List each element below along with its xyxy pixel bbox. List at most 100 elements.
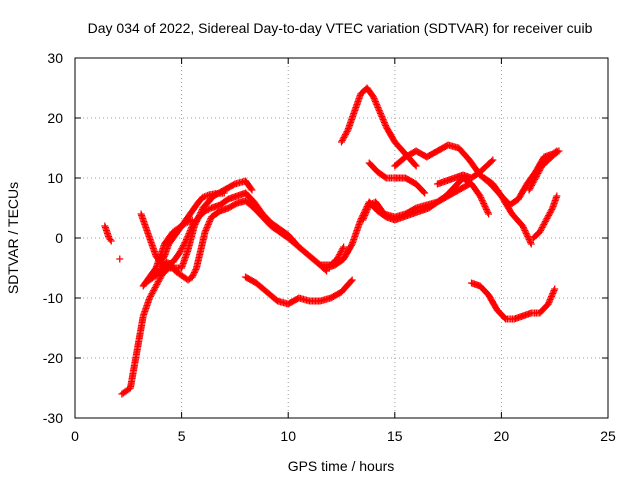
data-point — [341, 131, 349, 138]
data-point — [412, 162, 420, 170]
data-point — [553, 192, 561, 200]
data-point — [525, 186, 533, 194]
x-axis-label: GPS time / hours — [288, 458, 395, 474]
data-point — [539, 222, 547, 230]
data-point — [489, 156, 497, 164]
data-point — [204, 206, 212, 213]
data-point — [532, 173, 540, 180]
data-point — [220, 189, 228, 197]
x-tick-label: 10 — [280, 428, 296, 444]
data-point — [154, 279, 162, 287]
data-point — [147, 291, 155, 299]
data-point — [537, 227, 545, 234]
data-point — [154, 278, 162, 285]
y-axis-label: SDTVAR / TECUs — [5, 182, 21, 294]
data-point — [526, 185, 534, 192]
data-point — [479, 198, 487, 206]
data-point — [146, 293, 154, 300]
data-point — [519, 222, 527, 230]
data-point — [531, 176, 539, 183]
y-tick-label: -30 — [43, 410, 63, 426]
data-point — [524, 233, 532, 240]
data-point — [179, 243, 187, 251]
data-point — [480, 201, 488, 209]
data-point — [420, 188, 428, 196]
data-point — [338, 138, 345, 146]
data-point — [179, 242, 187, 249]
data-point — [201, 207, 209, 215]
data-point — [189, 272, 197, 279]
data-point — [340, 134, 348, 141]
data-point — [534, 170, 542, 177]
data-point — [478, 195, 486, 203]
data-point — [337, 248, 345, 255]
y-tick-label: 20 — [47, 110, 63, 126]
data-point — [544, 213, 552, 221]
data-point — [181, 239, 189, 246]
data-point — [526, 237, 534, 245]
data-point — [525, 236, 533, 243]
data-point — [367, 200, 375, 208]
data-point — [342, 129, 350, 137]
data-point — [528, 180, 536, 188]
y-tick-label: -10 — [43, 290, 63, 306]
y-tick-label: 0 — [55, 230, 63, 246]
data-points — [101, 84, 563, 398]
data-point — [541, 219, 549, 227]
data-point — [535, 168, 543, 176]
data-point — [482, 204, 490, 212]
data-point — [536, 167, 544, 174]
data-point — [529, 179, 537, 186]
data-point — [176, 248, 184, 255]
data-point — [478, 197, 486, 204]
x-tick-label: 25 — [600, 428, 616, 444]
data-point — [527, 239, 535, 246]
data-point — [166, 260, 174, 267]
grid — [75, 58, 608, 418]
data-point — [190, 269, 198, 276]
data-point — [106, 236, 114, 243]
x-tick-label: 0 — [71, 428, 79, 444]
data-point — [335, 252, 343, 260]
data-point — [541, 218, 549, 225]
data-point — [339, 135, 347, 143]
data-point — [520, 225, 528, 233]
x-tick-label: 20 — [494, 428, 510, 444]
data-point — [484, 209, 492, 216]
data-point — [178, 245, 186, 252]
x-tick-label: 5 — [178, 428, 186, 444]
data-point — [152, 282, 160, 290]
data-point — [546, 209, 554, 216]
data-point — [548, 206, 556, 213]
data-point — [365, 201, 373, 209]
data-point — [482, 206, 490, 213]
data-point — [151, 284, 159, 291]
data-point — [336, 251, 344, 258]
data-point — [411, 161, 419, 169]
data-point — [153, 281, 161, 288]
data-point — [247, 185, 255, 193]
data-point — [537, 225, 545, 233]
data-point — [465, 180, 473, 188]
data-point — [348, 276, 356, 284]
data-point — [175, 249, 183, 257]
data-point — [528, 182, 536, 189]
data-point — [481, 203, 489, 210]
data-point — [523, 231, 531, 239]
data-point — [180, 240, 188, 248]
data-point — [480, 200, 488, 207]
data-point — [190, 270, 198, 278]
data-point — [341, 132, 349, 140]
data-point — [547, 207, 555, 215]
data-point — [536, 228, 544, 236]
data-point — [545, 210, 553, 218]
x-tick-label: 15 — [387, 428, 403, 444]
data-point — [527, 240, 535, 248]
data-point — [555, 147, 563, 155]
data-point — [464, 181, 472, 189]
data-point — [146, 294, 154, 302]
chart-title: Day 034 of 2022, Sidereal Day-to-day VTE… — [88, 20, 593, 36]
data-point — [150, 285, 158, 293]
data-point — [339, 245, 347, 252]
